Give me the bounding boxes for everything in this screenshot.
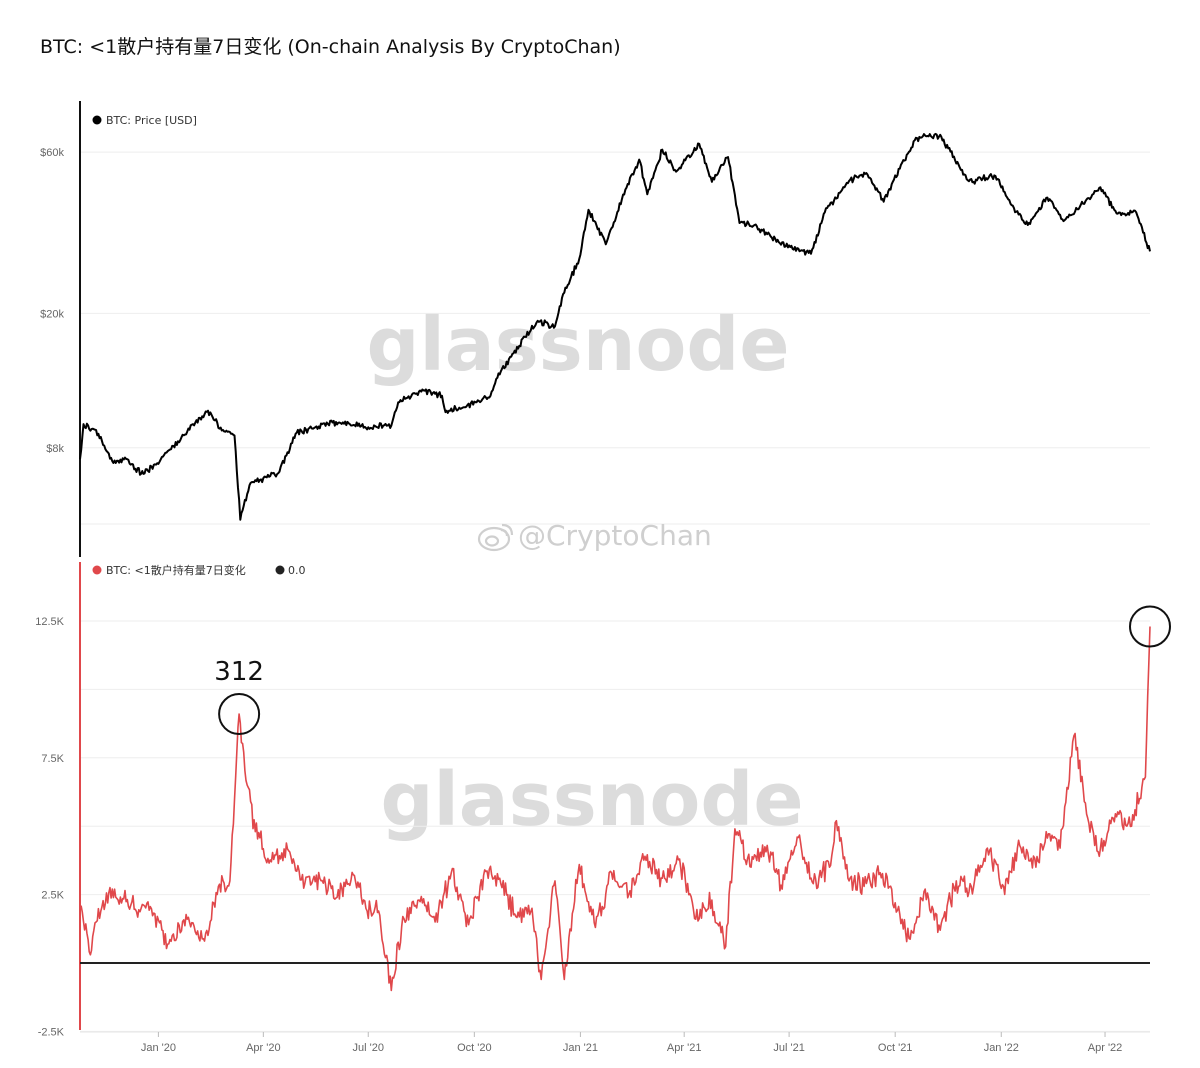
annotation-label: 312 [214, 657, 264, 687]
change-y-tick: 12.5K [35, 616, 64, 628]
x-tick-label: Jan '22 [984, 1042, 1019, 1054]
x-tick-label: Jan '21 [563, 1042, 598, 1054]
x-tick-label: Apr '21 [667, 1042, 702, 1054]
legend-zero-dot [275, 565, 285, 575]
price-y-tick: $20k [40, 308, 64, 320]
x-tick-label: Jan '20 [141, 1042, 176, 1054]
change-series-line [79, 626, 1151, 992]
legend-change-dot [92, 565, 102, 575]
change-y-tick: 2.5K [41, 890, 64, 902]
annotation-circle [218, 693, 261, 736]
x-tick-label: Oct '21 [878, 1042, 913, 1054]
annotation-circle [1129, 605, 1171, 648]
change-panel: 12.5K 7.5K 2.5K -2.5K Jan '20 Apr '20 Jul '20 O… [35, 562, 1171, 1054]
weibo-icon [477, 523, 514, 552]
watermark-bottom: glassnode [380, 757, 803, 843]
x-tick-label: Jul '20 [353, 1042, 384, 1054]
x-tick-label: Jul '21 [773, 1042, 804, 1054]
price-panel: $60k $20k $8k BTC: Price [USD] [40, 101, 1151, 557]
legend-price-label: BTC: Price [USD] [106, 114, 197, 127]
page-title: BTC: <1散户持有量7日变化 (On-chain Analysis By C… [40, 36, 621, 58]
change-y-tick: -2.5K [38, 1026, 65, 1038]
x-tick-label: Apr '22 [1088, 1042, 1123, 1054]
price-y-tick: $8k [46, 443, 64, 455]
price-y-tick: $60k [40, 147, 64, 159]
legend-zero-label: 0.0 [288, 564, 306, 577]
handle-watermark: @CryptoChan [477, 519, 712, 552]
price-series-line [79, 132, 1151, 521]
change-y-tick: 7.5K [41, 753, 64, 765]
x-tick-label: Oct '20 [457, 1042, 492, 1054]
legend-price-dot [92, 115, 102, 125]
x-tick-label: Apr '20 [246, 1042, 281, 1054]
watermark-top: glassnode [366, 302, 789, 388]
handle-text: @CryptoChan [518, 519, 712, 552]
watermark-layer: glassnode glassnode [366, 302, 803, 843]
legend-change-label: BTC: <1散户持有量7日变化 [106, 563, 246, 577]
